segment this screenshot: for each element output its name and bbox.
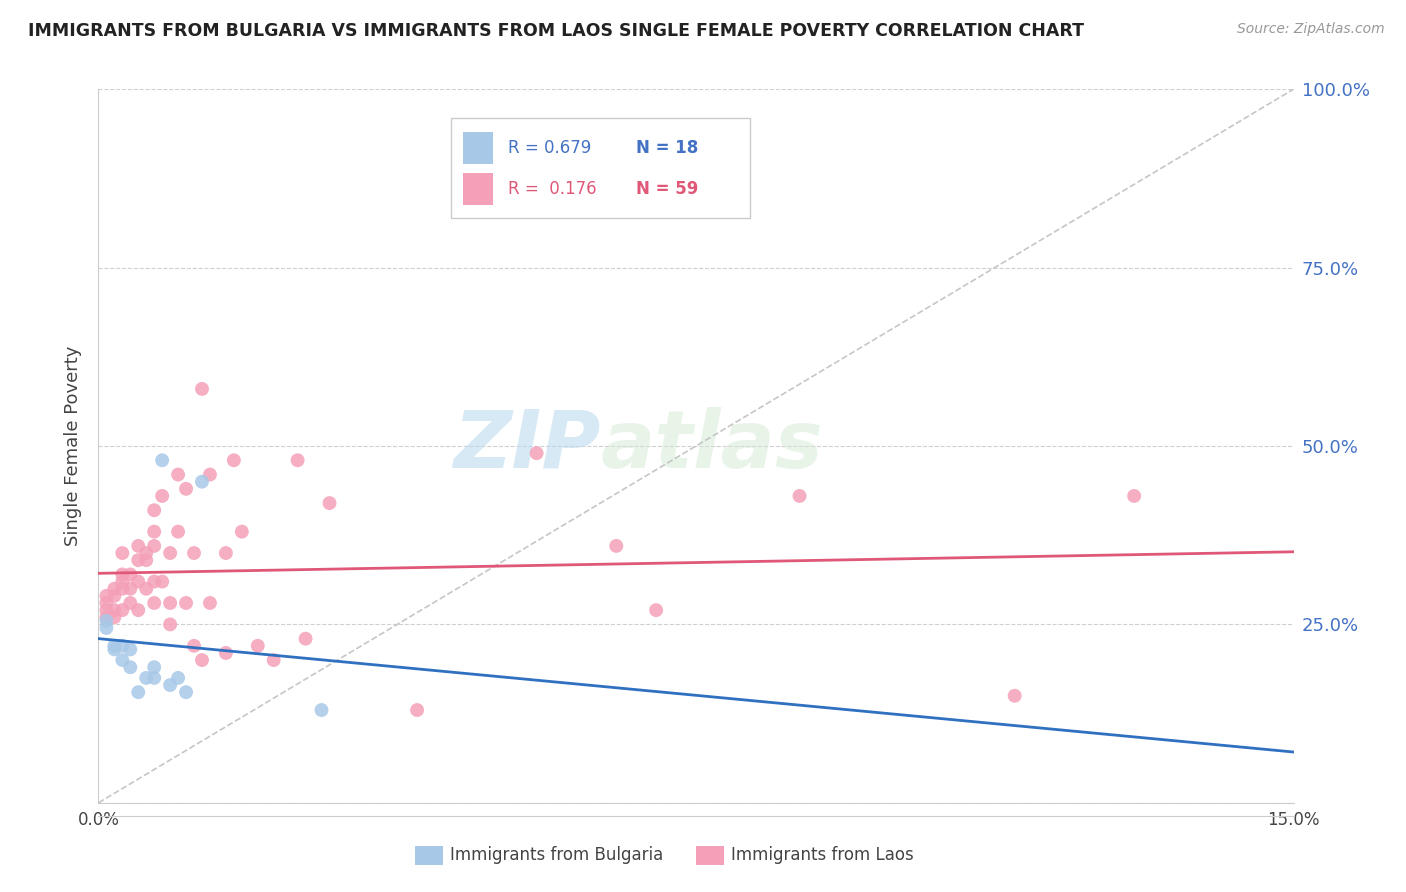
Point [120,567,142,582]
Point [127,603,149,617]
Text: R =  0.176: R = 0.176 [509,180,598,198]
Point [96,610,118,624]
Point [150,453,173,467]
Point [159,678,181,692]
Point [263,653,285,667]
Point [215,646,238,660]
Point [183,639,205,653]
Point [143,524,166,539]
Point [135,546,157,560]
Point [167,671,190,685]
Point [143,503,166,517]
Point [294,632,316,646]
Point [127,539,149,553]
Point [96,603,118,617]
Point [159,617,181,632]
Point [183,546,205,560]
Point [191,653,214,667]
Point [103,582,125,596]
Point [159,546,181,560]
FancyBboxPatch shape [451,118,749,218]
Point [96,621,118,635]
Y-axis label: Single Female Poverty: Single Female Poverty [65,346,83,546]
Point [135,582,157,596]
Point [111,653,134,667]
Point [103,639,125,653]
Point [222,453,245,467]
Point [526,446,548,460]
Text: N = 59: N = 59 [637,180,699,198]
Point [311,703,333,717]
Point [143,671,166,685]
Point [406,703,429,717]
Point [287,453,309,467]
Point [103,589,125,603]
FancyBboxPatch shape [463,132,494,164]
Point [246,639,269,653]
Point [150,574,173,589]
Point [174,685,197,699]
Point [111,567,134,582]
Point [215,546,238,560]
Text: IMMIGRANTS FROM BULGARIA VS IMMIGRANTS FROM LAOS SINGLE FEMALE POVERTY CORRELATI: IMMIGRANTS FROM BULGARIA VS IMMIGRANTS F… [28,22,1084,40]
Point [174,596,197,610]
Point [191,382,214,396]
Point [1123,489,1146,503]
Point [159,596,181,610]
Point [127,553,149,567]
FancyBboxPatch shape [463,173,494,205]
Point [96,614,118,628]
Point [198,467,221,482]
Point [135,671,157,685]
Point [120,660,142,674]
Point [127,574,149,589]
Point [143,660,166,674]
Point [143,596,166,610]
Point [198,596,221,610]
Point [167,467,190,482]
Point [231,524,253,539]
Point [103,610,125,624]
Point [143,539,166,553]
Text: N = 18: N = 18 [637,139,699,157]
Point [120,642,142,657]
Point [103,603,125,617]
Text: ZIP: ZIP [453,407,600,485]
Text: Immigrants from Laos: Immigrants from Laos [731,847,914,864]
Point [143,574,166,589]
Point [111,546,134,560]
Point [605,539,627,553]
Point [111,603,134,617]
Point [120,582,142,596]
Point [96,589,118,603]
Point [111,639,134,653]
Point [645,603,668,617]
Point [1004,689,1026,703]
Point [96,596,118,610]
Point [120,596,142,610]
Text: atlas: atlas [600,407,823,485]
Text: R = 0.679: R = 0.679 [509,139,592,157]
Point [191,475,214,489]
Point [103,642,125,657]
Point [174,482,197,496]
Point [127,685,149,699]
Point [150,489,173,503]
Point [111,582,134,596]
Text: Source: ZipAtlas.com: Source: ZipAtlas.com [1237,22,1385,37]
Point [135,553,157,567]
Point [167,524,190,539]
Text: Immigrants from Bulgaria: Immigrants from Bulgaria [450,847,664,864]
Point [111,574,134,589]
Point [789,489,811,503]
Point [318,496,340,510]
